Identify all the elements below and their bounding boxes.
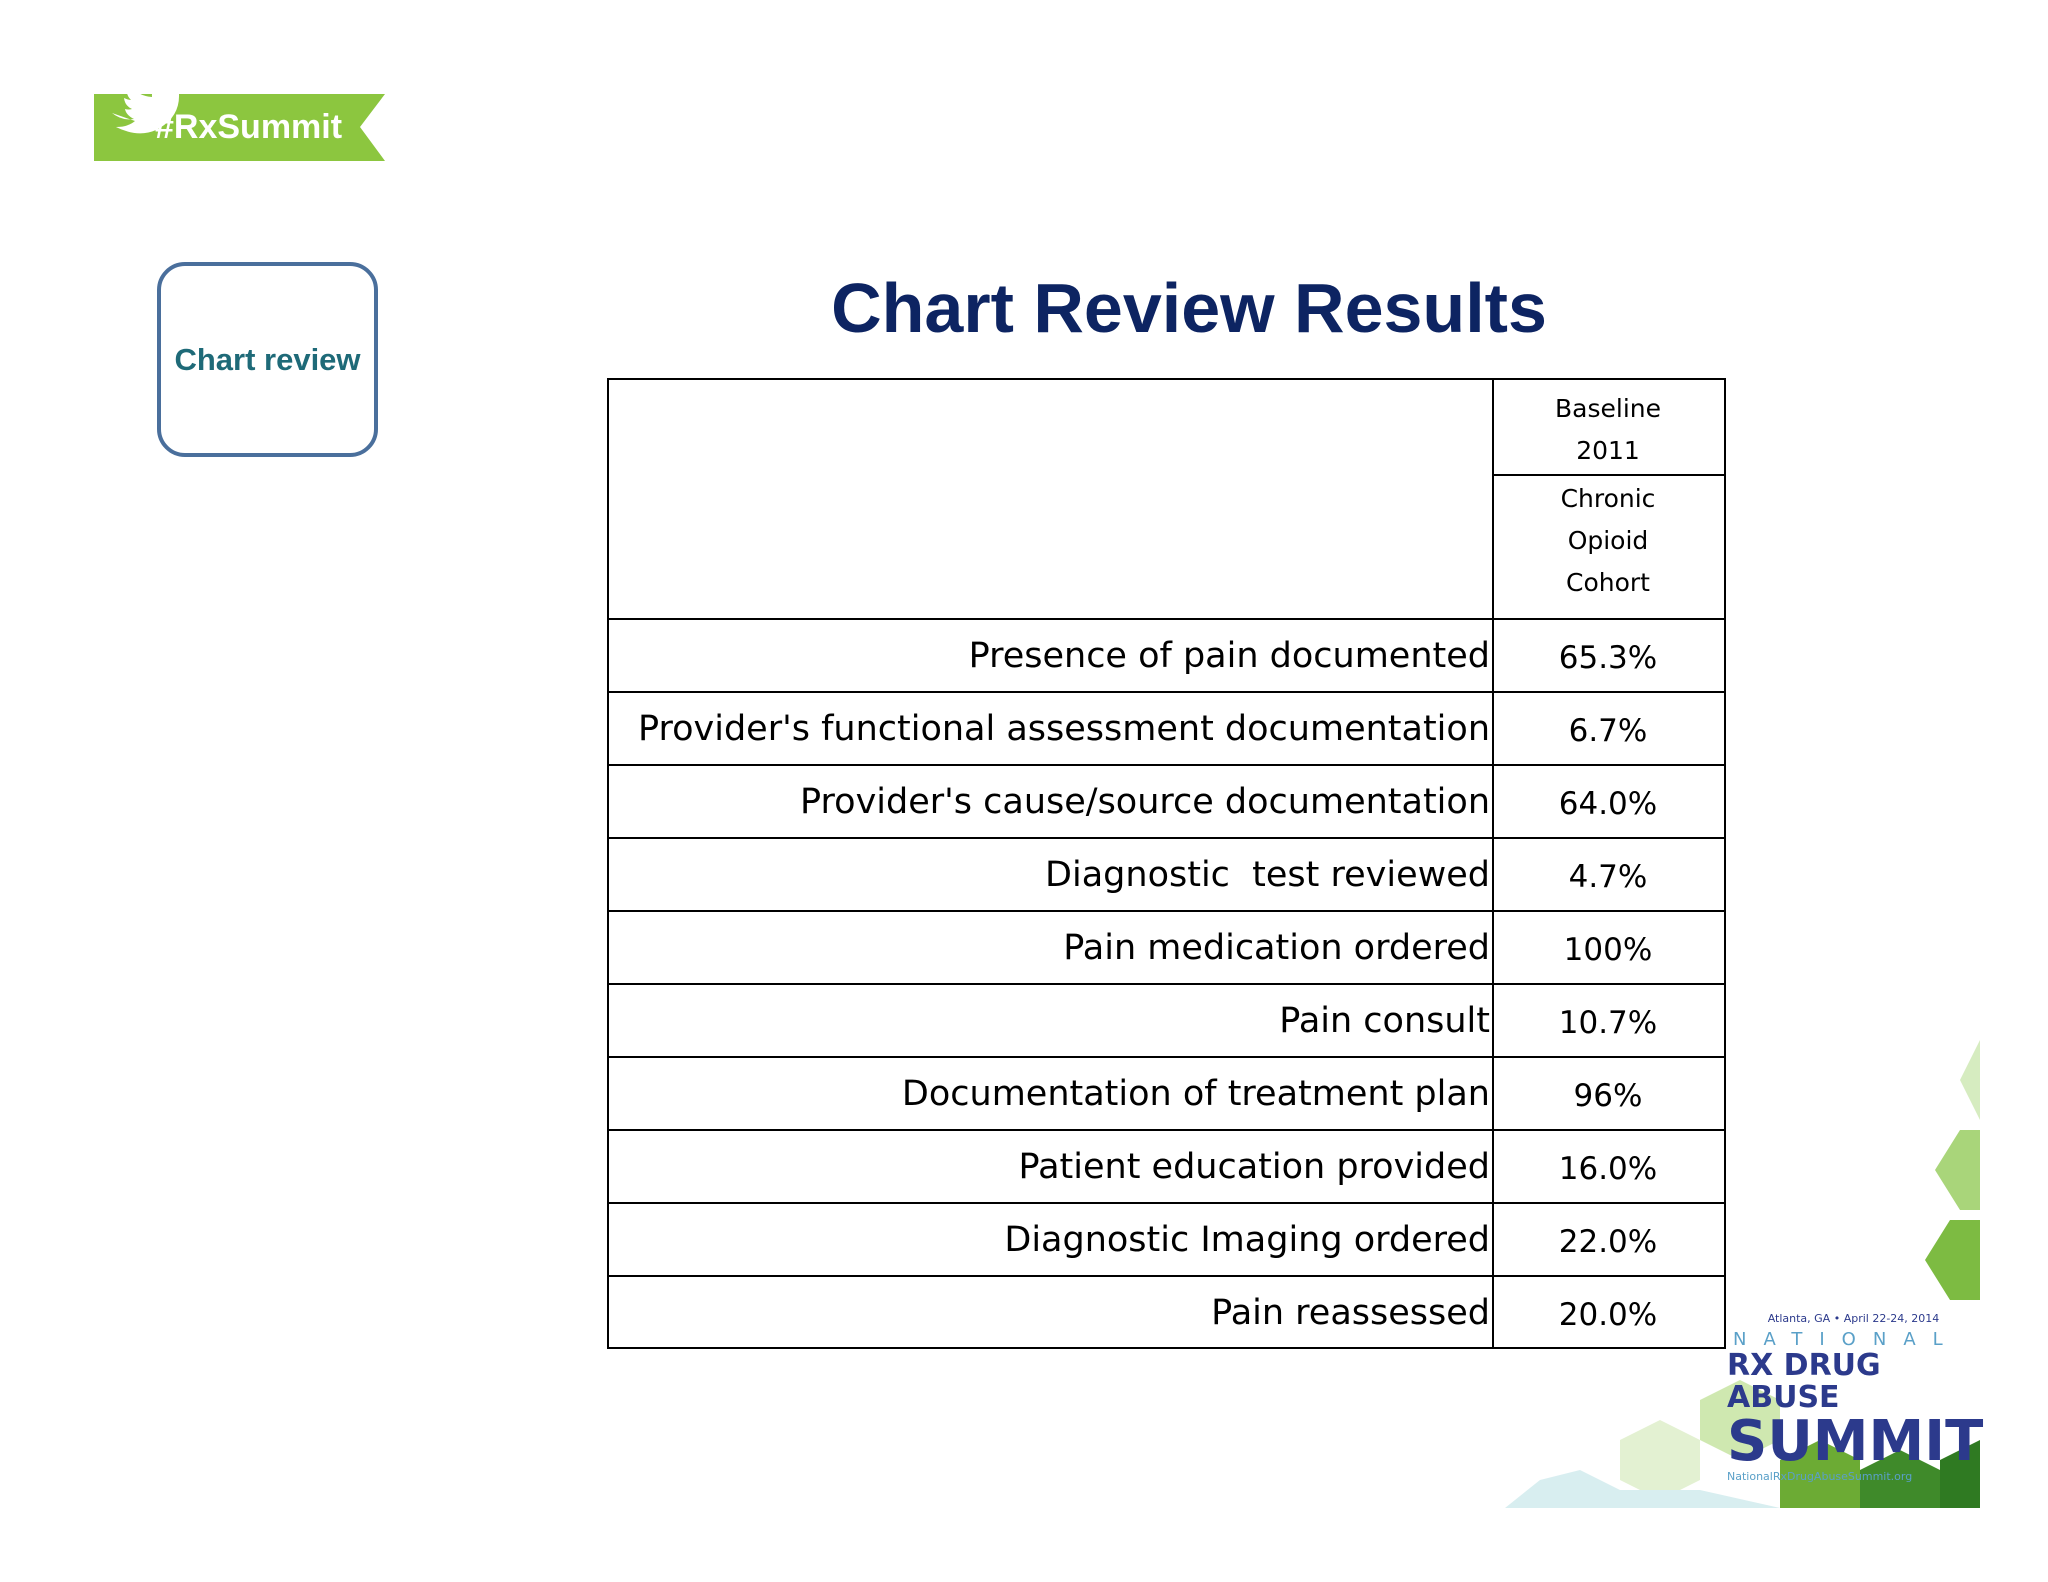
slide-title: Chart Review Results — [831, 269, 1547, 347]
rule — [1492, 474, 1724, 476]
rule — [609, 764, 1724, 766]
row-label: Pain medication ordered — [1063, 927, 1490, 968]
row-value: 22.0% — [1558, 1223, 1658, 1260]
rule — [609, 618, 1724, 620]
badge-text: #RxSummit — [155, 108, 343, 146]
row-label: Provider's functional assessment documen… — [637, 708, 1490, 749]
table: Baseline 2011 Chronic Opioid Cohort Presen… — [607, 378, 1726, 1349]
logo-line2: RX DRUG ABUSE — [1727, 1348, 1881, 1415]
rule — [609, 983, 1724, 985]
row-label: Provider's cause/source documentation — [800, 781, 1490, 822]
rule — [609, 1056, 1724, 1058]
row-value: 64.0% — [1558, 785, 1658, 822]
rule — [609, 1275, 1724, 1277]
row-value: 6.7% — [1568, 712, 1648, 749]
row-label: Patient education provided — [1018, 1146, 1490, 1187]
sidebar-label: Chart review — [174, 341, 361, 377]
logo: Atlanta, GA • April 22-24, 2014 NATIONAL… — [1727, 1312, 1984, 1483]
row-label: Presence of pain documented — [968, 635, 1490, 676]
logo-url: NationalRxDrugAbuseSummit.org — [1727, 1470, 1913, 1483]
hex-decor — [1505, 1040, 1980, 1508]
row-value: 100% — [1563, 931, 1653, 968]
rule — [609, 1129, 1724, 1131]
logo-line3: SUMMIT — [1727, 1409, 1984, 1474]
row-value: 16.0% — [1558, 1150, 1658, 1187]
bird-icon — [112, 81, 186, 134]
logo-line1: NATIONAL — [1733, 1329, 1960, 1350]
row-label: Documentation of treatment plan — [901, 1073, 1490, 1114]
row-label: Diagnostic test reviewed — [1045, 854, 1490, 895]
row-value: 20.0% — [1558, 1296, 1658, 1333]
rule — [609, 691, 1724, 693]
rule — [609, 837, 1724, 839]
header-cell: Chronic Opioid Cohort — [1560, 484, 1656, 597]
row-label: Diagnostic Imaging ordered — [1004, 1219, 1490, 1260]
logo-event: Atlanta, GA • April 22-24, 2014 — [1767, 1312, 1940, 1325]
rule — [609, 910, 1724, 912]
row-label: Pain reassessed — [1211, 1292, 1490, 1333]
row-value: 65.3% — [1558, 639, 1658, 676]
row-value: 96% — [1573, 1077, 1643, 1114]
header-cell: Baseline 2011 — [1555, 394, 1661, 465]
sidebar-box: Chart review — [157, 262, 378, 457]
row-label: Pain consult — [1279, 1000, 1490, 1041]
rule — [609, 1202, 1724, 1204]
row-value: 4.7% — [1568, 858, 1648, 895]
rule — [1492, 380, 1494, 1347]
row-value: 10.7% — [1558, 1004, 1658, 1041]
